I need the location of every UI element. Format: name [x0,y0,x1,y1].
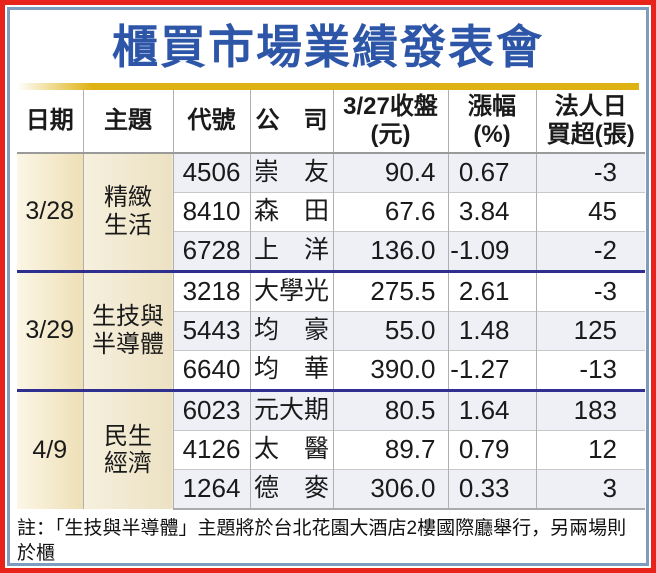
code-cell: 6640 [172,349,250,391]
table-row: 6728 上 洋 136.0 -1.09 -2 [17,230,645,272]
company-cell: 元大期 [249,388,333,431]
topic-cell: 精緻 生活 [82,152,173,272]
header-date: 日期 [17,89,83,154]
change-cell: 2.61 [447,269,536,312]
table-row: 6640 均 華 390.0 -1.27 -13 [17,349,645,391]
change-cell: 0.33 [447,468,536,510]
code-cell: 6023 [172,388,250,431]
netbuy-cell: 3 [535,468,645,510]
change-cell: 1.64 [447,388,536,431]
close-cell: 90.4 [332,152,448,193]
company-cell: 均 華 [249,349,333,391]
close-cell: 390.0 [332,349,448,391]
close-cell: 306.0 [332,468,448,510]
netbuy-cell: -2 [535,230,645,272]
code-cell: 4506 [172,152,250,193]
close-cell: 67.6 [332,191,448,232]
close-cell: 55.0 [332,310,448,351]
date-cell: 3/29 [17,269,83,391]
netbuy-cell: 45 [535,191,645,232]
header-netbuy: 法人日 買超(張) [535,89,645,154]
netbuy-cell: -3 [535,269,645,312]
company-cell: 上 洋 [249,230,333,272]
code-cell: 4126 [172,429,250,470]
netbuy-cell: 12 [535,429,645,470]
close-cell: 89.7 [332,429,448,470]
netbuy-cell: -3 [535,152,645,193]
page-title: 櫃買市場業績發表會 [112,21,544,73]
company-cell: 德 麥 [249,468,333,510]
footnote-line1: 註：「生技與半導體」主題將於台北花園大酒店2樓國際廳舉行，另兩場則於櫃 [17,517,627,565]
change-cell: 3.84 [447,191,536,232]
company-cell: 森 田 [249,191,333,232]
schedule-table: 日期 主題 代號 公 司 3/27收盤 (元) 漲幅 (%) 法人日 買超(張)… [17,89,645,510]
topic-cell: 民生 經濟 [82,388,173,509]
inner-frame: 櫃買市場業績發表會 日期 主題 代號 公 司 3/27收盤 (元) 漲幅 (%)… [7,7,649,566]
table-row: 8410 森 田 67.6 3.84 45 [17,191,645,232]
date-cell: 4/9 [17,388,83,509]
company-cell: 崇 友 [249,152,333,193]
company-cell: 大學光 [249,269,333,312]
company-cell: 均 豪 [249,310,333,351]
company-cell: 太 醫 [249,429,333,470]
netbuy-cell: -13 [535,349,645,391]
table-row: 3/28 精緻 生活 4506 崇 友 90.4 0.67 -3 [17,152,645,272]
gold-divider [17,82,639,90]
table-row: 1264 德 麥 306.0 0.33 3 [17,468,645,510]
close-cell: 80.5 [332,388,448,431]
code-cell: 8410 [172,191,250,232]
close-cell: 275.5 [332,269,448,312]
code-cell: 5443 [172,310,250,351]
table-row: 4/9 民生 經濟 6023 元大期 80.5 1.64 183 [17,388,645,509]
change-cell: 0.67 [447,152,536,193]
change-cell: 1.48 [447,310,536,351]
code-cell: 1264 [172,468,250,510]
header-change: 漲幅 (%) [447,89,536,154]
header-company: 公 司 [249,89,333,154]
table-row: 5443 均 豪 55.0 1.48 125 [17,310,645,351]
netbuy-cell: 125 [535,310,645,351]
date-cell: 3/28 [17,152,83,272]
close-cell: 136.0 [332,230,448,272]
header-topic: 主題 [82,89,173,154]
header-code: 代號 [172,89,250,154]
header-close: 3/27收盤 (元) [332,89,448,154]
code-cell: 3218 [172,269,250,312]
topic-cell: 生技與 半導體 [82,269,173,391]
change-cell: -1.09 [447,230,536,272]
code-cell: 6728 [172,230,250,272]
netbuy-cell: 183 [535,388,645,431]
table-row: 4126 太 醫 89.7 0.79 12 [17,429,645,470]
change-cell: 0.79 [447,429,536,470]
change-cell: -1.27 [447,349,536,391]
header-row: 日期 主題 代號 公 司 3/27收盤 (元) 漲幅 (%) 法人日 買超(張) [17,89,645,154]
table-row: 3/29 生技與 半導體 3218 大學光 275.5 2.61 -3 [17,269,645,391]
footnote: 註：「生技與半導體」主題將於台北花園大酒店2樓國際廳舉行，另兩場則於櫃 買中心1… [17,516,645,565]
